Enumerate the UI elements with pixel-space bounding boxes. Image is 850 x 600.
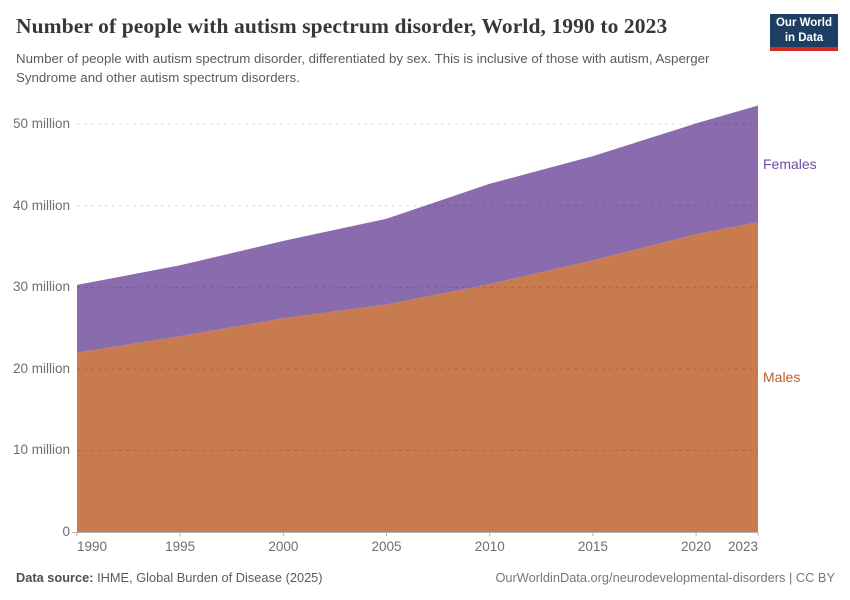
x-axis-label-2010: 2010 (474, 539, 505, 554)
data-source-note: Data source: IHME, Global Burden of Dise… (16, 570, 323, 585)
x-axis-label-2023: 2023 (727, 539, 758, 554)
license-label: CC BY (795, 570, 835, 585)
females-area-series (77, 105, 758, 353)
x-axis-label-2005: 2005 (371, 539, 402, 554)
data-source-label: Data source: (16, 570, 94, 585)
footer-separator: | (785, 570, 796, 585)
x-axis-label-2000: 2000 (268, 539, 299, 554)
data-source-text: IHME, Global Burden of Disease (2025) (93, 570, 323, 585)
owid-logo-line1: Our World (775, 17, 832, 29)
series-label-males: Males (763, 369, 801, 386)
owid-url-link[interactable]: OurWorldinData.org/neurodevelopmental-di… (495, 570, 786, 585)
chart-subtitle: Number of people with autism spectrum di… (16, 51, 710, 85)
footer-right: OurWorldinData.org/neurodevelopmental-di… (495, 570, 835, 585)
y-axis-label-20: 20 million (12, 360, 70, 376)
x-axis-label-1990: 1990 (77, 539, 108, 554)
series-label-females: Females (763, 155, 817, 172)
y-axis-label-0: 0 (62, 524, 70, 539)
males-area-series (77, 222, 758, 532)
x-axis-label-1995: 1995 (165, 539, 196, 554)
chart-footer: Data source: IHME, Global Burden of Dise… (16, 570, 835, 585)
y-axis-label-50: 50 million (12, 116, 70, 132)
x-axis-label-2020: 2020 (681, 539, 712, 554)
owid-logo[interactable]: Our World in Data (770, 14, 838, 51)
y-axis-label-30: 30 million (12, 279, 70, 295)
chart-title: Number of people with autism spectrum di… (16, 14, 668, 38)
y-axis-label-40: 40 million (12, 197, 70, 213)
y-axis-label-10: 10 million (12, 442, 70, 458)
owid-logo-line2: in Data (784, 32, 824, 44)
x-axis-label-2015: 2015 (577, 539, 608, 554)
